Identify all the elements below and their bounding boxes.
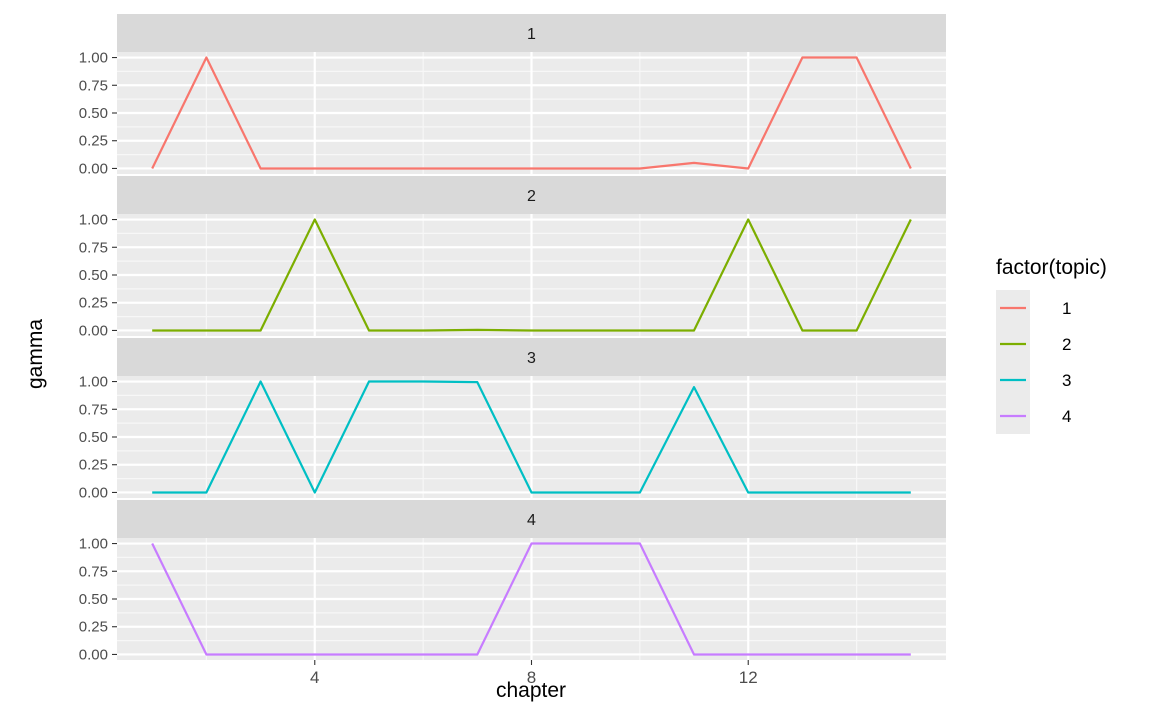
facet-strip [117, 500, 946, 538]
y-tick-label: 0.75 [79, 77, 108, 94]
legend: factor(topic) 1 2 3 4 [996, 256, 1107, 434]
x-axis-title: chapter [496, 679, 566, 702]
series-line-topic-1 [151, 56, 912, 170]
facet-strip-label: 4 [527, 512, 536, 529]
y-tick-label: 0.75 [79, 401, 108, 418]
legend-item-2: 2 [996, 326, 1071, 362]
x-tick-label: 8 [527, 668, 536, 687]
legend-label: 4 [1062, 407, 1071, 426]
series-line-topic-3 [152, 380, 911, 494]
panels-layer: 1 0.00 0.25 0.50 0.75 1.00 2 0.00 0.25 0.50 0.75 1.… [79, 14, 946, 663]
series-line-topic-2 [152, 218, 912, 332]
y-tick-label: 0.00 [79, 484, 108, 501]
y-tick-label: 0.50 [79, 591, 108, 608]
facet-panel-2: 2 0.00 0.25 0.50 0.75 1.00 [79, 176, 946, 339]
facet-panel-1: 1 0.00 0.25 0.50 0.75 1.00 [79, 14, 946, 177]
facet-panel-4: 4 0.00 0.25 0.50 0.75 1.00 [79, 500, 946, 663]
legend-item-3: 3 [996, 362, 1071, 398]
x-axis: 4 8 12 [310, 660, 758, 687]
facet-strip-label: 3 [527, 350, 536, 367]
y-tick-label: 1.00 [79, 536, 108, 553]
y-tick-label: 0.25 [79, 457, 108, 474]
legend-item-1: 1 [996, 290, 1071, 326]
y-tick-label: 1.00 [79, 374, 108, 391]
facet-strip [117, 176, 946, 214]
legend-item-4: 4 [996, 398, 1071, 434]
legend-label: 2 [1062, 335, 1071, 354]
y-tick-label: 0.50 [79, 105, 108, 122]
y-tick-label: 0.25 [79, 295, 108, 312]
legend-label: 3 [1062, 371, 1071, 390]
y-axis-title: gamma [24, 319, 47, 389]
x-tick-label: 4 [310, 668, 319, 687]
facet-strip-label: 1 [527, 26, 536, 43]
series-line-topic-4 [151, 542, 911, 656]
legend-label: 1 [1062, 299, 1071, 318]
y-tick-label: 0.25 [79, 133, 108, 150]
facet-strip [117, 338, 946, 376]
y-tick-label: 0.00 [79, 322, 108, 339]
y-tick-label: 0.75 [79, 563, 108, 580]
y-tick-label: 0.25 [79, 619, 108, 636]
facet-strip-label: 2 [527, 188, 536, 205]
facet-strip [117, 14, 946, 52]
y-tick-label: 1.00 [79, 50, 108, 67]
x-tick-label: 12 [739, 668, 758, 687]
y-tick-label: 0.75 [79, 239, 108, 256]
y-tick-label: 0.50 [79, 429, 108, 446]
legend-title: factor(topic) [996, 256, 1107, 279]
y-tick-label: 0.00 [79, 646, 108, 663]
y-tick-label: 0.00 [79, 160, 108, 177]
facet-panel-3: 3 0.00 0.25 0.50 0.75 1.00 [79, 338, 946, 501]
y-tick-label: 1.00 [79, 212, 108, 229]
y-tick-label: 0.50 [79, 267, 108, 284]
